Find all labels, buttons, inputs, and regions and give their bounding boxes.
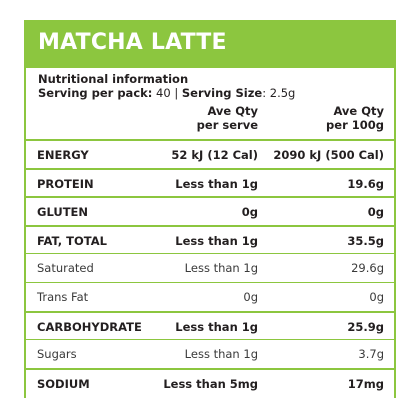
- row-per-serve: Less than 1g: [175, 233, 258, 248]
- table-row-carbohydrate: CARBOHYDRATE Less than 1g 25.9g: [26, 310, 394, 340]
- serving-line: Serving per pack: 40 | Serving Size: 2.5…: [38, 86, 295, 100]
- row-per-serve: 0g: [241, 205, 258, 220]
- row-name: ENERGY: [37, 148, 89, 162]
- serving-per-pack-value: 40: [156, 86, 171, 100]
- row-per-100g: 25.9g: [347, 319, 384, 334]
- row-per-100g: 19.6g: [347, 176, 384, 191]
- row-per-serve: Less than 1g: [175, 176, 258, 191]
- table-row-fat-total: FAT, TOTAL Less than 1g 35.5g: [26, 224, 394, 254]
- row-per-100g: 2090 kJ (500 Cal): [273, 148, 384, 162]
- row-name: CARBOHYDRATE: [37, 319, 142, 334]
- nutrition-panel: MATCHA LATTE Nutritional information Ser…: [24, 20, 396, 398]
- row-name: PROTEIN: [37, 176, 94, 191]
- column-header-per-serve-line1: Ave Qty: [207, 104, 258, 118]
- row-name: GLUTEN: [37, 205, 89, 220]
- column-header-per-100g-line2: per 100g: [326, 118, 384, 132]
- column-header-per-100g-line1: Ave Qty: [333, 104, 384, 118]
- nutrition-table: ENERGY 52 kJ (12 Cal) 2090 kJ (500 Cal) …: [26, 139, 394, 396]
- row-per-100g: 29.6g: [351, 261, 384, 276]
- row-per-serve: 52 kJ (12 Cal): [171, 148, 258, 162]
- table-row-protein: PROTEIN Less than 1g 19.6g: [26, 167, 394, 197]
- table-row-saturated: Saturated Less than 1g 29.6g: [26, 253, 394, 282]
- column-header-per-serve: Ave Qty per serve: [197, 104, 258, 132]
- title-bar: MATCHA LATTE: [26, 22, 394, 68]
- serving-size-label: Serving Size: [181, 86, 263, 100]
- column-header-per-serve-line2: per serve: [196, 118, 258, 132]
- row-per-serve: Less than 1g: [184, 347, 258, 362]
- row-per-serve: Less than 1g: [175, 319, 258, 334]
- product-title: MATCHA LATTE: [38, 30, 227, 55]
- row-name: FAT, TOTAL: [37, 233, 107, 248]
- table-row-sodium: SODIUM Less than 5mg 17mg: [26, 367, 394, 397]
- column-header-per-100g: Ave Qty per 100g: [326, 104, 384, 132]
- row-per-100g: 35.5g: [347, 233, 384, 248]
- serving-per-pack-label: Serving per pack:: [38, 86, 153, 100]
- table-row-gluten: GLUTEN 0g 0g: [26, 196, 394, 225]
- row-name: Saturated: [37, 261, 94, 276]
- row-name: SODIUM: [37, 376, 90, 391]
- serving-size-value: : 2.5g: [262, 86, 296, 100]
- table-row-sugars: Sugars Less than 1g 3.7g: [26, 339, 394, 368]
- row-per-100g: 0g: [369, 289, 384, 304]
- nutrition-info: Nutritional information Serving per pack…: [38, 72, 295, 100]
- table-row-energy: ENERGY 52 kJ (12 Cal) 2090 kJ (500 Cal): [26, 139, 394, 168]
- row-per-100g: 3.7g: [358, 347, 384, 362]
- row-per-serve: Less than 1g: [184, 261, 258, 276]
- row-name: Sugars: [37, 347, 77, 362]
- table-row-trans-fat: Trans Fat 0g 0g: [26, 281, 394, 311]
- row-per-serve: Less than 5mg: [163, 376, 258, 391]
- row-per-100g: 17mg: [347, 376, 384, 391]
- info-heading: Nutritional information: [38, 72, 189, 86]
- row-name: Trans Fat: [37, 289, 89, 304]
- row-per-100g: 0g: [367, 205, 384, 220]
- row-per-serve: 0g: [243, 289, 258, 304]
- serving-separator: |: [174, 86, 179, 100]
